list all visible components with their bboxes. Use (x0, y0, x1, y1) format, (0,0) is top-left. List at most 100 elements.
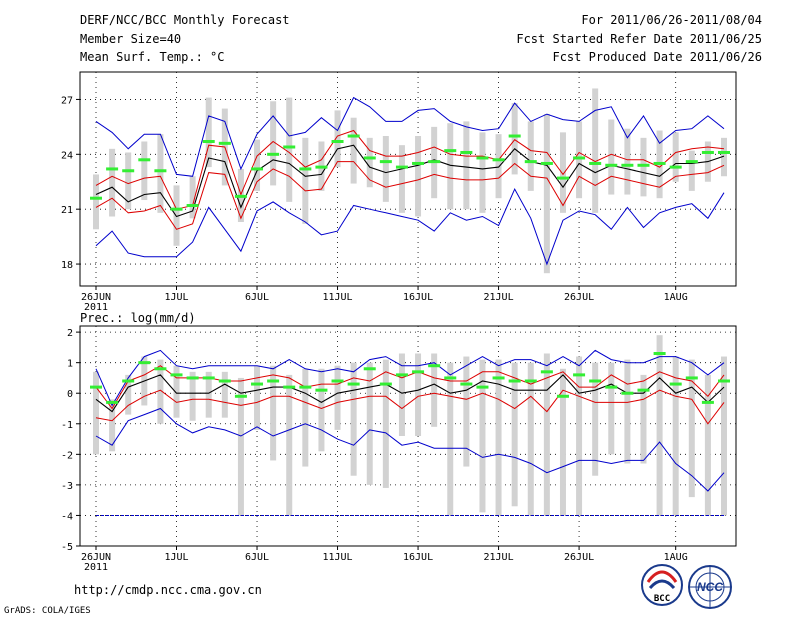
median-marker (556, 176, 569, 180)
spread-box (141, 141, 148, 201)
median-marker (540, 370, 553, 374)
median-marker (637, 163, 650, 167)
valid-period: For 2011/06/26-2011/08/04 (581, 13, 762, 27)
spread-box (511, 103, 518, 175)
temperature-panel: 18 21 24 27 26JUN 1JUL 6JUL 11JUL 16JUL 21JUL 26JU… (61, 71, 737, 313)
median-marker (106, 400, 119, 404)
median-marker (234, 194, 247, 198)
x-tick-label: 16JUL (403, 292, 433, 303)
spread-box (527, 121, 534, 191)
spread-box (237, 377, 244, 516)
spread-box (189, 176, 196, 219)
spread-box (270, 365, 277, 461)
median-marker (605, 163, 618, 167)
median-marker (170, 373, 183, 377)
median-marker (299, 385, 312, 389)
median-marker (524, 379, 537, 383)
median-marker (508, 134, 521, 138)
spread-box (608, 362, 615, 455)
median-marker (653, 352, 666, 355)
median-marker (267, 379, 280, 383)
series-p90-line (95, 365, 725, 410)
spread-box (415, 353, 422, 436)
median-marker (395, 165, 408, 169)
ncc-logo: NCC (688, 565, 732, 609)
median-marker (669, 165, 682, 169)
median-marker (573, 373, 586, 377)
median-marker (251, 167, 264, 171)
source-url[interactable]: http://cmdp.ncc.cma.gov.cn (74, 583, 262, 597)
series-mean-line (95, 144, 725, 218)
spread-box (527, 362, 534, 516)
spread-box (382, 359, 389, 488)
median-marker (428, 160, 441, 164)
x-tick-label: 6JUL (245, 292, 269, 303)
spread-box (125, 152, 132, 210)
median-marker (460, 382, 473, 386)
median-marker (379, 160, 392, 164)
spread-box (543, 353, 550, 516)
spread-box (366, 137, 373, 188)
x-tick-label: 6JUL (245, 552, 269, 563)
series-p90-line (95, 129, 725, 210)
spread-box (592, 362, 599, 476)
median-marker (122, 169, 135, 173)
median-marker (460, 150, 473, 154)
spread-box (447, 362, 454, 516)
y-tick-label: 18 (61, 260, 73, 271)
spread-box (576, 121, 583, 199)
spread-box (463, 356, 470, 467)
spread-box (624, 359, 631, 464)
y-tick-label: 0 (67, 389, 73, 400)
spread-box (109, 148, 116, 217)
plot-frame (79, 325, 737, 547)
spread-box (286, 97, 293, 202)
median-marker (154, 367, 167, 371)
median-marker (589, 161, 602, 165)
y-tick-label: -4 (61, 511, 73, 522)
grads-credit: GrADS: COLA/IGES (4, 606, 91, 616)
spread-box (189, 371, 196, 421)
spread-box (640, 374, 647, 464)
spread-box (398, 353, 405, 436)
x-tick-label: 26JUN (81, 292, 111, 303)
median-marker (718, 150, 730, 154)
median-marker (90, 385, 102, 389)
x-tick-label: 1AUG (664, 552, 688, 563)
spread-box (576, 356, 583, 516)
spread-box (447, 123, 454, 210)
spread-box (382, 136, 389, 202)
spread-box (254, 365, 261, 430)
spread-box (93, 174, 99, 230)
median-marker (556, 394, 569, 398)
median-marker (283, 385, 296, 389)
median-marker (347, 382, 360, 386)
median-marker (621, 163, 634, 167)
median-marker (122, 379, 135, 383)
median-marker (428, 364, 441, 368)
median-marker (508, 379, 521, 383)
median-marker (573, 156, 586, 160)
x-year-label: 2011 (84, 302, 108, 313)
spread-box (704, 374, 711, 516)
spread-box (624, 128, 631, 195)
spread-box (318, 368, 325, 452)
median-marker (492, 376, 505, 380)
spread-box (431, 353, 438, 427)
median-marker (540, 161, 553, 165)
median-marker (331, 140, 344, 144)
spread-box (479, 132, 486, 213)
spread-box (350, 362, 357, 476)
median-marker (412, 370, 425, 374)
median-marker (395, 373, 408, 377)
median-marker (476, 156, 489, 160)
series-max-line (95, 96, 725, 177)
spread-box (721, 137, 727, 177)
median-marker (524, 160, 537, 164)
produced-date: Fcst Produced Date 2011/06/26 (552, 50, 762, 64)
x-tick-label: 26JUL (564, 292, 594, 303)
median-marker (701, 150, 714, 154)
ncc-logo-text: NCC (697, 580, 723, 594)
median-marker (186, 204, 199, 208)
figure-title: DERF/NCC/BCC Monthly Forecast (80, 13, 290, 27)
